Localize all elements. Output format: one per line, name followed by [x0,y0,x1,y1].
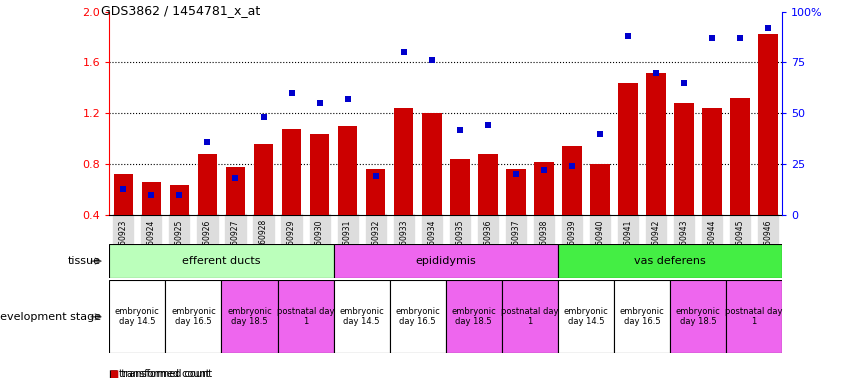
Point [481,122,495,129]
Text: ■ transformed count: ■ transformed count [109,369,213,379]
Point [145,192,158,198]
Point [677,79,690,86]
Text: embryonic
day 14.5: embryonic day 14.5 [563,307,608,326]
Point [285,90,299,96]
Text: embryonic
day 16.5: embryonic day 16.5 [395,307,440,326]
Text: embryonic
day 16.5: embryonic day 16.5 [620,307,664,326]
Text: embryonic
day 18.5: embryonic day 18.5 [227,307,272,326]
Text: efferent ducts: efferent ducts [182,256,261,266]
Bar [478,154,498,266]
Bar [674,103,694,266]
Bar [366,169,385,266]
Point [425,57,438,63]
Text: postnatal day
1: postnatal day 1 [725,307,783,326]
Text: embryonic
day 18.5: embryonic day 18.5 [452,307,496,326]
Bar [702,108,722,266]
Text: postnatal day
1: postnatal day 1 [277,307,335,326]
Point [257,114,270,121]
Point [397,49,410,55]
Bar [141,182,161,266]
Point [229,175,242,182]
Bar [109,244,334,278]
Bar [221,280,278,353]
Point [369,173,383,179]
Bar [422,113,442,266]
Bar [558,280,614,353]
Bar [225,167,246,266]
Bar [450,159,469,266]
Point [313,100,326,106]
Text: ■: ■ [109,369,119,379]
Point [117,185,130,192]
Bar [109,280,166,353]
Text: embryonic
day 14.5: embryonic day 14.5 [339,307,384,326]
Point [565,163,579,169]
Point [537,167,551,173]
Bar [534,162,553,266]
Bar [338,126,357,266]
Bar [506,169,526,266]
Bar [759,35,778,266]
Bar [278,280,334,353]
Text: epididymis: epididymis [415,256,476,266]
Bar [166,280,221,353]
Bar [558,244,782,278]
Bar [502,280,558,353]
Bar [198,154,217,266]
Point [593,131,606,137]
Point [761,25,775,31]
Text: GDS3862 / 1454781_x_at: GDS3862 / 1454781_x_at [101,4,260,17]
Point [172,192,186,198]
Text: tissue: tissue [68,256,101,266]
Point [509,171,522,177]
Point [621,33,635,39]
Bar [646,73,666,266]
Bar [254,144,273,266]
Bar [334,244,558,278]
Bar [334,280,389,353]
Bar [170,185,189,266]
Bar [309,134,330,266]
Point [453,126,467,132]
Bar [618,83,637,266]
Bar [726,280,782,353]
Bar [730,98,750,266]
Text: postnatal day
1: postnatal day 1 [501,307,558,326]
Bar [394,108,414,266]
Point [649,70,663,76]
Text: vas deferens: vas deferens [634,256,706,266]
Point [733,35,747,41]
Text: embryonic
day 14.5: embryonic day 14.5 [115,307,160,326]
Text: development stage: development stage [0,312,101,322]
Bar [389,280,446,353]
Bar [590,164,610,266]
Bar [114,174,133,266]
Point [201,139,214,145]
Bar [614,280,670,353]
Bar [282,129,301,266]
Text: embryonic
day 18.5: embryonic day 18.5 [675,307,721,326]
Text: transformed count: transformed count [119,369,210,379]
Bar [446,280,502,353]
Text: embryonic
day 16.5: embryonic day 16.5 [171,307,216,326]
Point [706,35,719,41]
Bar [670,280,726,353]
Point [341,96,354,102]
Bar [562,146,582,266]
